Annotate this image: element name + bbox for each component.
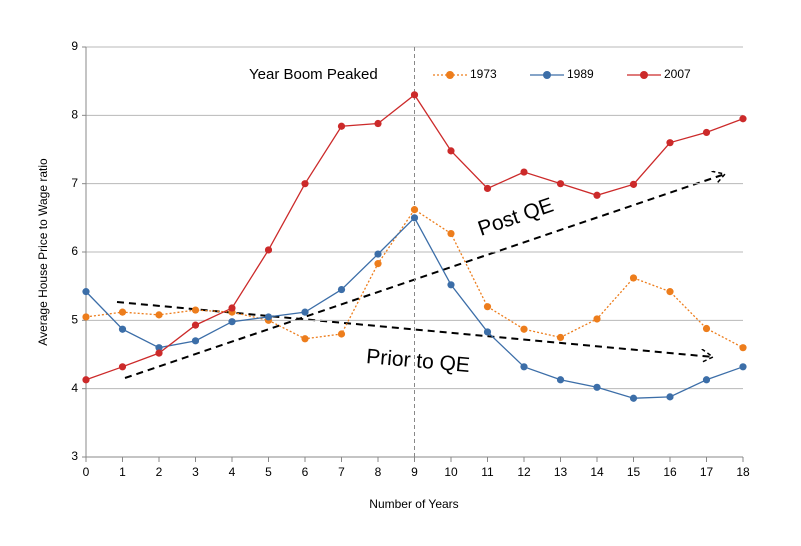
x-axis-label: Number of Years	[369, 497, 458, 511]
data-point	[556, 333, 565, 342]
data-point	[629, 180, 638, 188]
data-point	[483, 303, 492, 311]
y-tick-label: 8	[71, 108, 78, 122]
x-tick-label: 14	[590, 465, 604, 479]
data-point	[702, 324, 711, 333]
x-tick-label: 10	[444, 465, 458, 479]
data-point	[593, 315, 601, 323]
y-tick-label: 7	[71, 176, 78, 190]
data-point	[702, 376, 711, 384]
data-point	[447, 147, 455, 155]
data-point	[739, 115, 747, 123]
y-tick-label: 4	[71, 381, 78, 395]
data-point	[155, 344, 163, 352]
data-point	[520, 168, 528, 176]
data-point	[483, 184, 492, 193]
data-point	[118, 363, 127, 371]
x-tick-label: 0	[83, 465, 90, 479]
data-point	[739, 344, 747, 352]
data-point	[410, 91, 419, 99]
data-point	[301, 308, 309, 316]
x-tick-label: 12	[517, 465, 531, 479]
x-tick-label: 15	[627, 465, 641, 479]
data-point	[666, 288, 674, 296]
data-point	[191, 321, 200, 329]
x-tick-label: 3	[192, 465, 199, 479]
data-point	[483, 328, 492, 336]
legend-label: 2007	[664, 67, 691, 81]
data-point	[228, 304, 236, 312]
legend-title: Year Boom Peaked	[249, 66, 378, 83]
y-tick-label: 3	[71, 449, 78, 463]
data-point	[556, 376, 565, 384]
data-point	[520, 363, 528, 371]
data-point	[264, 313, 273, 321]
data-point	[410, 214, 419, 222]
annotation: Post QE	[475, 193, 556, 240]
data-point	[228, 318, 236, 326]
x-tick-label: 7	[338, 465, 345, 479]
trend-arrow	[116, 301, 713, 357]
legend-label: 1989	[567, 67, 594, 81]
data-point	[629, 274, 638, 282]
data-point	[191, 337, 200, 345]
data-point	[593, 383, 601, 391]
data-point	[520, 325, 528, 333]
x-tick-label: 8	[375, 465, 382, 479]
data-point	[82, 376, 90, 384]
data-point	[301, 180, 309, 188]
x-tick-label: 6	[302, 465, 309, 479]
data-point	[410, 206, 419, 214]
legend-marker	[543, 71, 551, 79]
data-point	[337, 330, 346, 338]
data-point	[739, 363, 747, 371]
data-point	[629, 394, 638, 402]
data-point	[118, 325, 127, 333]
y-axis-label: Average House Price to Wage ratio	[36, 158, 50, 346]
annotation: Prior to QE	[365, 345, 470, 377]
y-tick-label: 6	[71, 244, 78, 258]
x-tick-label: 18	[736, 465, 750, 479]
legend-marker	[640, 71, 648, 79]
data-point	[374, 250, 382, 258]
x-tick-label: 5	[265, 465, 272, 479]
x-tick-label: 9	[411, 465, 418, 479]
x-tick-label: 17	[700, 465, 714, 479]
trend-arrow	[124, 174, 725, 379]
data-point	[191, 306, 200, 314]
data-point	[337, 122, 346, 130]
data-point	[666, 139, 674, 147]
data-point	[118, 308, 127, 316]
legend-label: 1973	[470, 67, 497, 81]
data-point	[264, 246, 273, 254]
x-tick-label: 4	[229, 465, 236, 479]
y-tick-label: 5	[71, 313, 78, 327]
x-tick-label: 2	[156, 465, 163, 479]
data-point	[666, 393, 674, 401]
data-point	[155, 311, 163, 319]
data-point	[447, 281, 455, 289]
x-tick-label: 11	[481, 465, 494, 479]
data-point	[374, 260, 382, 268]
data-point	[447, 229, 455, 238]
data-point	[556, 180, 565, 188]
x-tick-label: 13	[554, 465, 568, 479]
data-point	[337, 285, 346, 294]
data-point	[702, 128, 711, 137]
data-point	[374, 119, 382, 128]
legend-marker	[446, 71, 454, 79]
data-point	[301, 335, 309, 343]
x-tick-label: 16	[663, 465, 677, 479]
data-point	[82, 288, 90, 296]
y-tick-label: 9	[71, 39, 78, 53]
x-tick-label: 1	[119, 465, 126, 479]
data-point	[593, 191, 601, 199]
data-point	[82, 313, 90, 321]
data-point	[155, 349, 163, 357]
